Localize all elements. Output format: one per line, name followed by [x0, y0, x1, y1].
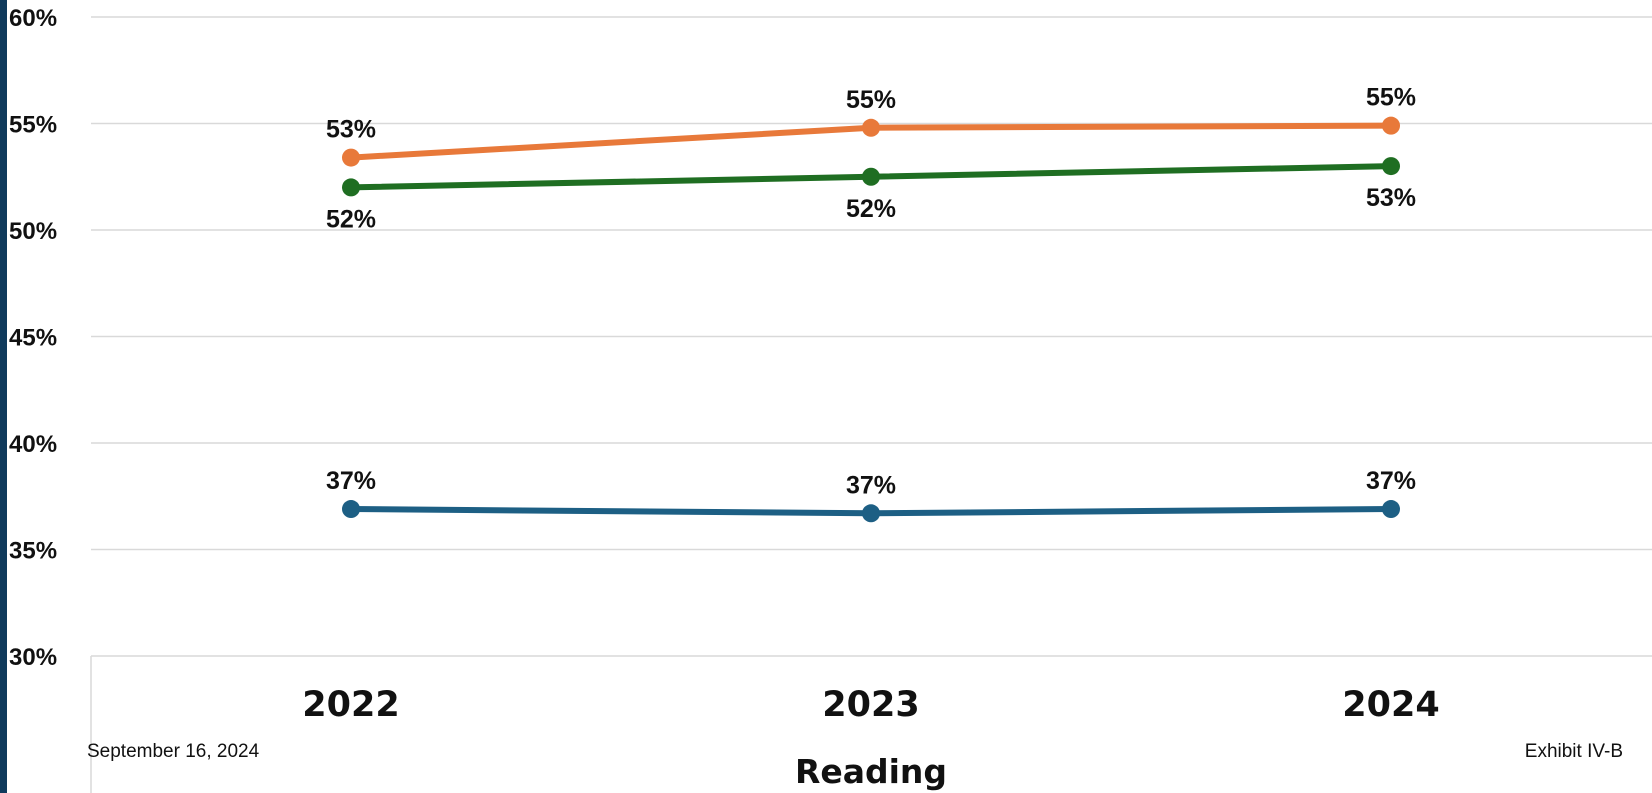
data-point	[342, 500, 360, 519]
x-axis-label: Reading	[795, 752, 947, 791]
data-point	[1382, 157, 1400, 176]
footer-date: September 16, 2024	[87, 741, 260, 762]
data-point	[1382, 500, 1400, 519]
data-point	[342, 178, 360, 197]
x-tick-labels: 2022 2023 2024	[302, 685, 1439, 725]
x-tick-label: 2022	[302, 685, 399, 725]
x-tick-label: 2023	[822, 685, 919, 725]
data-label: 52%	[326, 205, 376, 233]
data-label: 55%	[846, 86, 896, 114]
y-tick-label: 30%	[9, 644, 57, 671]
y-tick-label: 35%	[9, 538, 57, 565]
data-label: 37%	[326, 467, 376, 495]
x-tick-label: 2024	[1342, 685, 1439, 725]
y-tick-labels: 30% 35% 40% 45% 50% 55% 60%	[9, 5, 57, 671]
y-tick-label: 40%	[9, 431, 57, 458]
footer-exhibit: Exhibit IV-B	[1524, 741, 1623, 762]
y-tick-label: 55%	[9, 112, 57, 139]
data-label: 55%	[1366, 84, 1416, 112]
data-point	[862, 118, 880, 137]
data-point	[862, 504, 880, 523]
data-point	[862, 167, 880, 186]
data-labels: 53% 55% 55% 52% 52% 53% 37% 37% 37%	[326, 84, 1416, 500]
data-point	[1382, 116, 1400, 135]
y-tick-label: 45%	[9, 325, 57, 352]
data-label: 53%	[1366, 184, 1416, 212]
data-label: 37%	[1366, 467, 1416, 495]
series-lines	[342, 116, 1400, 523]
y-tick-label: 60%	[9, 5, 57, 32]
data-label: 53%	[326, 116, 376, 144]
data-point	[342, 148, 360, 167]
data-label: 37%	[846, 471, 896, 499]
y-tick-label: 50%	[9, 218, 57, 245]
data-label: 52%	[846, 195, 896, 223]
left-accent-bar	[0, 0, 7, 793]
